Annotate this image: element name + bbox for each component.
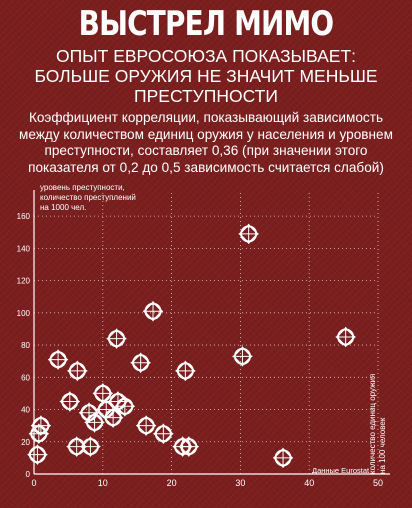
x-tick-label: 50 [373, 478, 383, 488]
data-point [136, 415, 157, 436]
data-point [30, 415, 51, 436]
tick-labels: 0 20 40 60 80 100 120 140 160 0 10 20 30 40 50 [17, 212, 383, 488]
data-point [273, 447, 294, 468]
x-axis-label-line: на 100 человек [378, 417, 387, 474]
description-line: показателя от 0,2 до 0,5 зависимость счи… [28, 159, 384, 175]
grid-layer [34, 192, 379, 474]
y-tick-label: 140 [17, 244, 31, 253]
x-tick-label: 20 [167, 478, 177, 488]
x-tick-label: 40 [304, 478, 314, 488]
subheadline-line: ОПЫТ ЕВРОСОЮЗА ПОКАЗЫВАЕТ: [55, 46, 357, 66]
data-point [27, 444, 48, 465]
y-axis-label-line: на 1000 чел. [40, 203, 87, 212]
x-axis-label-line: количество единиц оружия [368, 373, 377, 474]
subheadline-line: ПРЕСТУПНОСТИ [134, 86, 278, 106]
data-point [238, 223, 259, 244]
description-line: Коэффициент корреляции, показывающий зав… [28, 110, 384, 125]
source-note: Данные Eurostat [312, 466, 370, 475]
y-tick-label: 120 [17, 277, 31, 286]
y-tick-label: 40 [21, 406, 30, 415]
description-line: преступности, составляет 0,36 (при значе… [44, 143, 368, 158]
data-point [335, 327, 356, 347]
data-point [80, 436, 101, 457]
y-tick-label: 160 [17, 212, 31, 221]
data-point [232, 346, 253, 367]
description-line: между количеством единиц оружия у населе… [19, 126, 393, 142]
data-point [59, 391, 80, 412]
y-axis-label-line: количество преступлений [40, 193, 136, 202]
y-tick-label: 0 [26, 470, 31, 479]
y-axis-label: уровень преступности, количество преступ… [40, 183, 136, 213]
subheadline: ОПЫТ ЕВРОСОЮЗА ПОКАЗЫВАЕТ: БОЛЬШЕ ОРУЖИЯ… [0, 46, 412, 106]
data-point [114, 396, 135, 417]
data-point [103, 407, 124, 428]
subheadline-line: БОЛЬШЕ ОРУЖИЯ НЕ ЗНАЧИТ МЕНЬШЕ [34, 66, 378, 86]
y-tick-label: 60 [21, 373, 30, 382]
data-point [175, 360, 196, 381]
y-tick-label: 20 [21, 438, 30, 447]
x-tick-label: 10 [98, 478, 108, 488]
data-point [143, 301, 164, 322]
data-points [27, 223, 356, 468]
data-point [178, 436, 199, 457]
description: Коэффициент корреляции, показывающий зав… [4, 110, 408, 176]
data-point [130, 352, 151, 373]
data-point [48, 349, 69, 370]
y-axis-label-line: уровень преступности, [40, 183, 125, 192]
x-axis-label: количество единиц оружия на 100 человек [368, 359, 388, 474]
y-tick-label: 100 [17, 309, 31, 318]
data-point [106, 328, 127, 349]
data-point [67, 360, 88, 381]
headline: ВЫСТРЕЛ МИМО [78, 4, 334, 44]
x-tick-label: 0 [31, 478, 36, 488]
data-point [84, 412, 105, 433]
axis-layer [33, 190, 390, 475]
data-point [153, 423, 174, 444]
y-tick-label: 80 [21, 341, 30, 350]
x-tick-label: 30 [235, 478, 245, 488]
